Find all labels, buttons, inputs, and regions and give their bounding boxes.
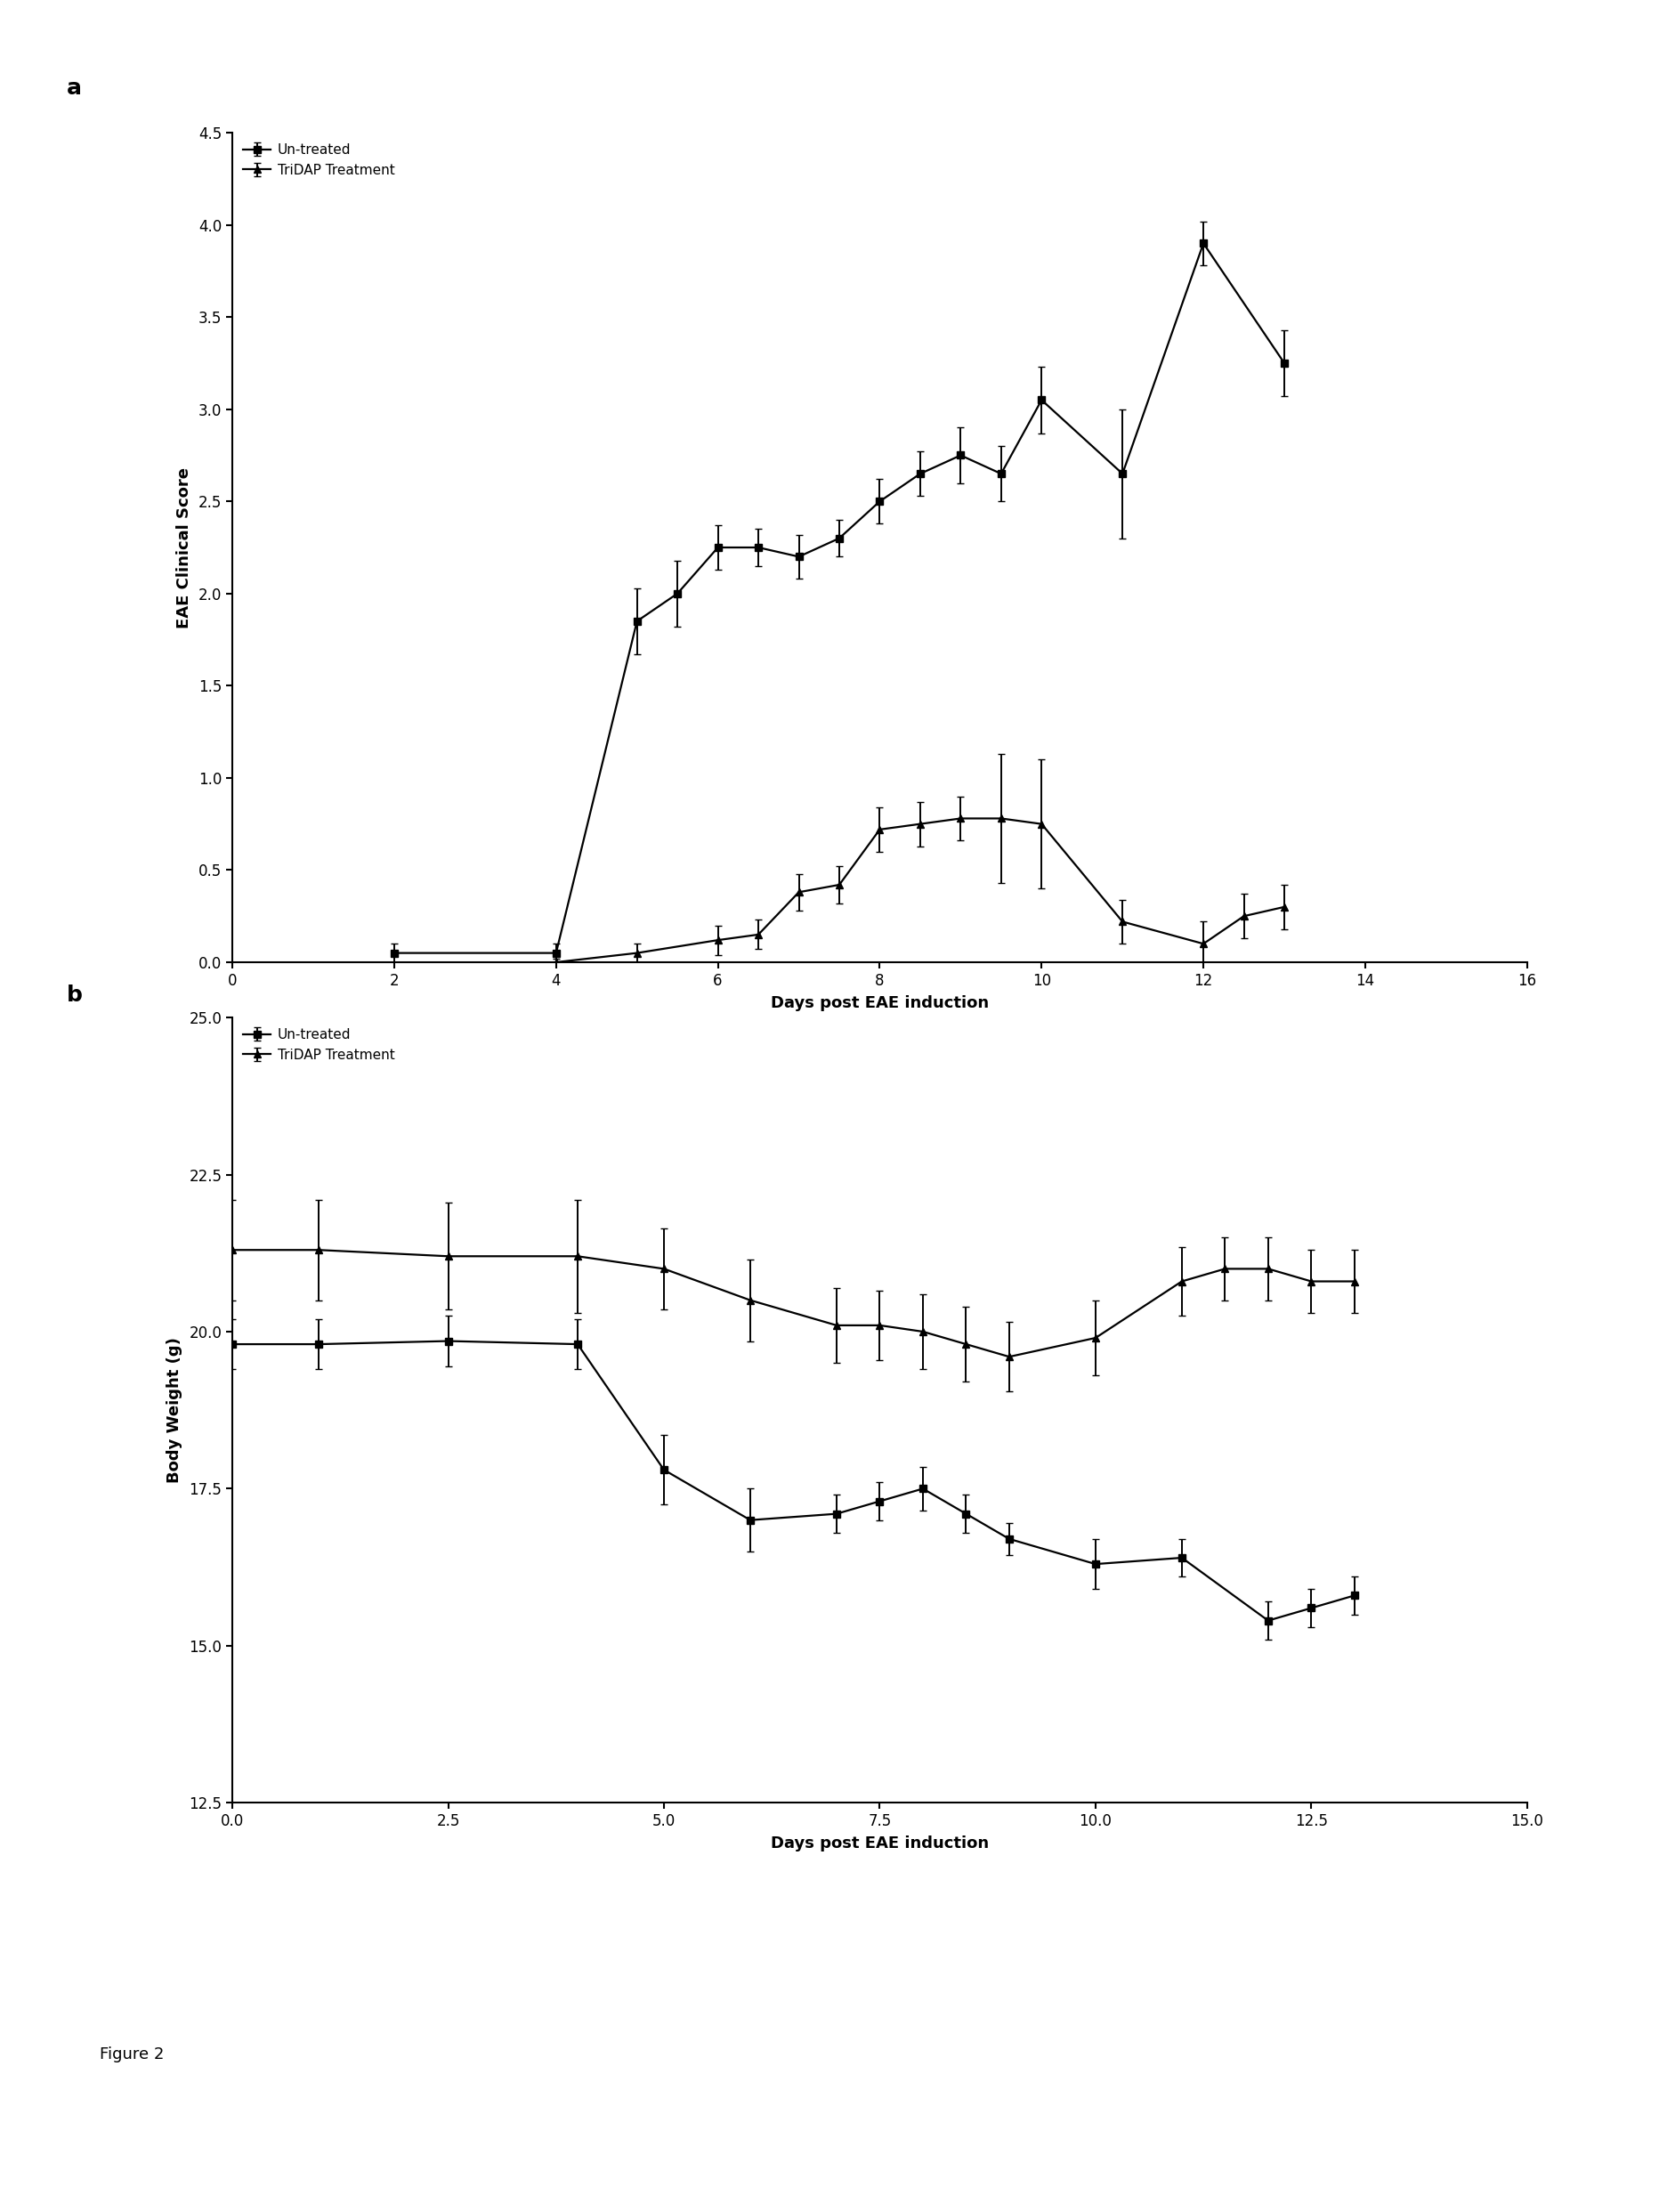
Text: b: b <box>66 984 83 1006</box>
Y-axis label: Body Weight (g): Body Weight (g) <box>166 1338 182 1482</box>
X-axis label: Days post EAE induction: Days post EAE induction <box>770 995 989 1011</box>
Y-axis label: EAE Clinical Score: EAE Clinical Score <box>176 467 192 628</box>
X-axis label: Days post EAE induction: Days post EAE induction <box>770 1836 989 1851</box>
Legend: Un-treated, TriDAP Treatment: Un-treated, TriDAP Treatment <box>239 139 398 181</box>
Text: Figure 2: Figure 2 <box>100 2046 164 2062</box>
Text: a: a <box>66 77 81 100</box>
Legend: Un-treated, TriDAP Treatment: Un-treated, TriDAP Treatment <box>239 1024 398 1066</box>
